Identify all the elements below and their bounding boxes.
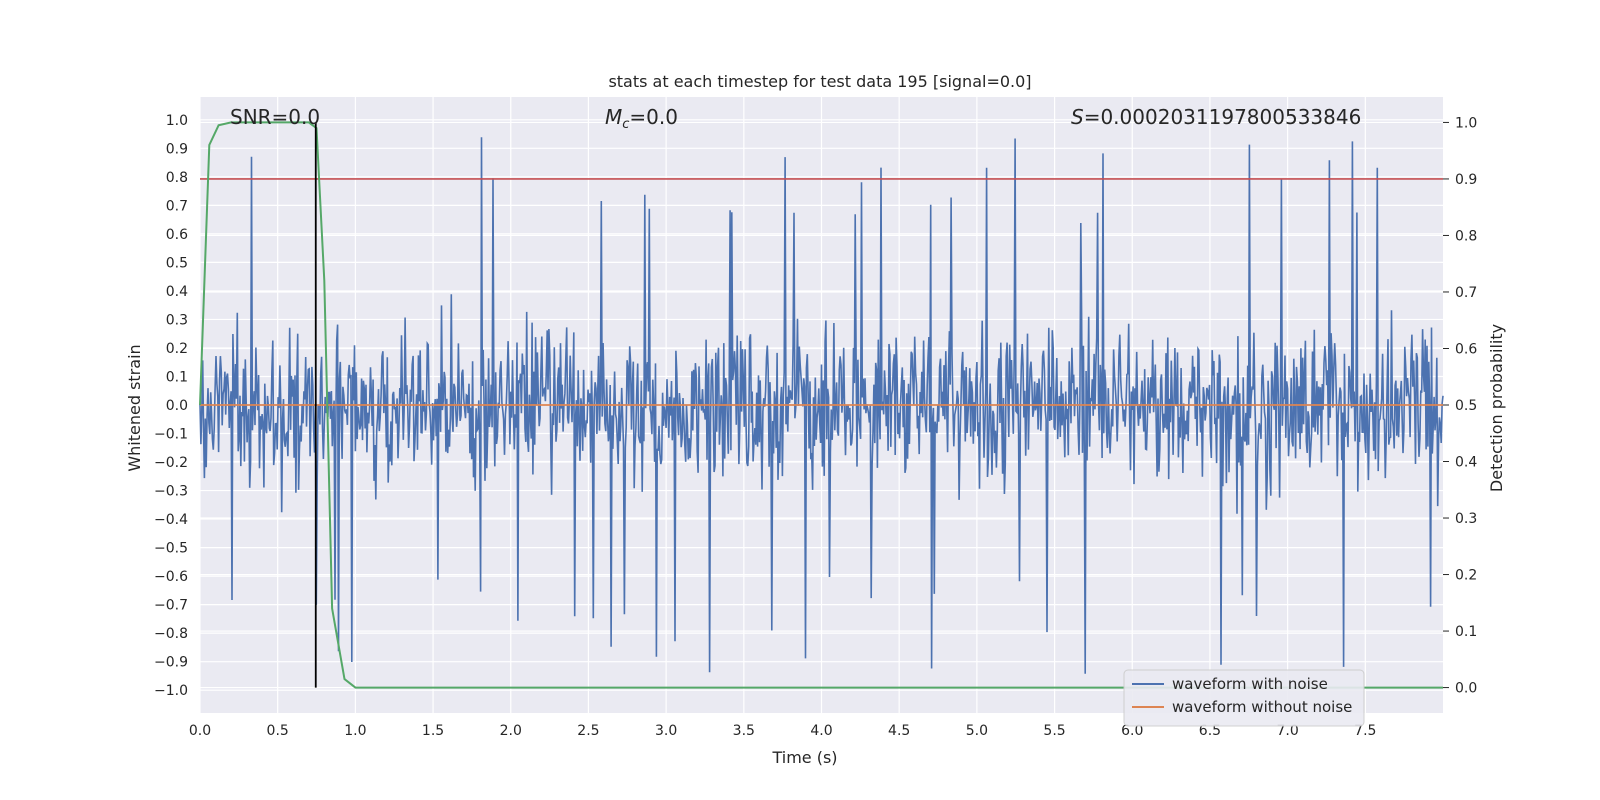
y-tick-label: −0.1: [154, 427, 188, 443]
y-right-tick-label: 0.6: [1455, 341, 1477, 357]
y-tick-label: 0.7: [166, 198, 188, 214]
chart-title: stats at each timestep for test data 195…: [608, 72, 1031, 91]
y-right-tick-label: 0.7: [1455, 285, 1477, 301]
y-tick-label: 0.0: [166, 398, 188, 414]
y-right-tick-label: 0.4: [1455, 455, 1477, 471]
detection-probability-line: [199, 121, 1443, 689]
x-tick-label: 2.0: [500, 723, 522, 739]
chirp-mass-symbol: M: [605, 105, 622, 129]
y-tick-label: −0.2: [154, 455, 188, 471]
x-axis-ticks: 0.0 0.5 1.0 1.5 2.0 2.5 3.0 3.5 4.0 4.5 5.0 5.5 6.0 6…: [189, 723, 1377, 739]
y-right-tick-label: 1.0: [1455, 115, 1477, 131]
x-tick-label: 5.0: [966, 723, 988, 739]
x-tick-label: 0.0: [189, 723, 211, 739]
y-right-tick-label: 0.2: [1455, 568, 1477, 584]
series-detection-probability: [199, 121, 1443, 689]
y-tick-label: −1.0: [154, 683, 188, 699]
legend: waveform with noise waveform without noi…: [1123, 669, 1365, 727]
y-tick-label: 0.6: [166, 227, 188, 243]
x-tick-label: 4.0: [810, 723, 832, 739]
y-tick-label: 0.1: [166, 369, 188, 385]
chirp-mass-annotation: Mc=0.0: [605, 105, 678, 132]
y-right-axis-ticks: 1.0 0.9 0.8 0.7 0.6 0.5 0.4 0.3 0.2 0.1 0.0: [1443, 115, 1477, 697]
x-tick-label: 2.5: [577, 723, 599, 739]
y-tick-label: −0.6: [154, 569, 188, 585]
y-axis-label: Whitened strain: [125, 344, 144, 471]
y-tick-label: −0.7: [154, 598, 188, 614]
x-tick-label: 5.5: [1043, 723, 1065, 739]
s-annotation: S=0.0002031197800533846: [1071, 105, 1361, 129]
chirp-mass-value: =0.0: [629, 105, 678, 129]
y-tick-label: 0.3: [166, 312, 188, 328]
y-tick-label: 0.5: [166, 255, 188, 271]
x-tick-label: 7.0: [1276, 723, 1298, 739]
y-right-axis-label: Detection probability: [1487, 324, 1506, 492]
y-right-tick-label: 0.1: [1455, 624, 1477, 640]
legend-clean-label: waveform without noise: [1172, 698, 1352, 716]
y-tick-label: −0.3: [154, 484, 188, 500]
series-waveform-with-noise: [199, 137, 1444, 674]
x-tick-label: 1.0: [344, 723, 366, 739]
legend-noise-label: waveform with noise: [1172, 675, 1328, 693]
y-tick-label: −0.4: [154, 512, 188, 528]
x-tick-label: 6.5: [1199, 723, 1221, 739]
x-axis-label: Time (s): [771, 748, 837, 767]
y-right-tick-label: 0.8: [1455, 228, 1477, 244]
y-right-tick-label: 0.9: [1455, 172, 1477, 188]
y-tick-label: −0.5: [154, 541, 188, 557]
x-tick-label: 1.5: [422, 723, 444, 739]
y-tick-label: 0.2: [166, 341, 188, 357]
s-symbol: S: [1071, 105, 1084, 129]
s-value: =0.0002031197800533846: [1084, 105, 1362, 129]
x-tick-label: 0.5: [267, 723, 289, 739]
y-tick-label: −0.9: [154, 655, 188, 671]
y-tick-label: 1.0: [166, 113, 188, 129]
chirp-mass-subscript: c: [622, 117, 629, 132]
y-tick-label: −0.8: [154, 626, 188, 642]
noise-waveform-line: [199, 137, 1444, 674]
y-right-tick-label: 0.3: [1455, 511, 1477, 527]
x-tick-label: 3.0: [655, 723, 677, 739]
x-tick-label: 7.5: [1354, 723, 1376, 739]
y-axis-ticks: 1.0 0.9 0.8 0.7 0.6 0.5 0.4 0.3 0.2 0.1 0.0 −0.1 −0.…: [154, 113, 188, 699]
y-right-tick-label: 0.5: [1455, 398, 1477, 414]
y-right-tick-label: 0.0: [1455, 681, 1477, 697]
x-tick-label: 3.5: [733, 723, 755, 739]
snr-annotation: SNR=0.0: [230, 105, 320, 129]
x-tick-label: 4.5: [888, 723, 910, 739]
legend-box: [1123, 669, 1365, 727]
y-tick-label: 0.8: [166, 170, 188, 186]
y-tick-label: 0.4: [166, 284, 188, 300]
x-tick-label: 6.0: [1121, 723, 1143, 739]
y-tick-label: 0.9: [166, 141, 188, 157]
